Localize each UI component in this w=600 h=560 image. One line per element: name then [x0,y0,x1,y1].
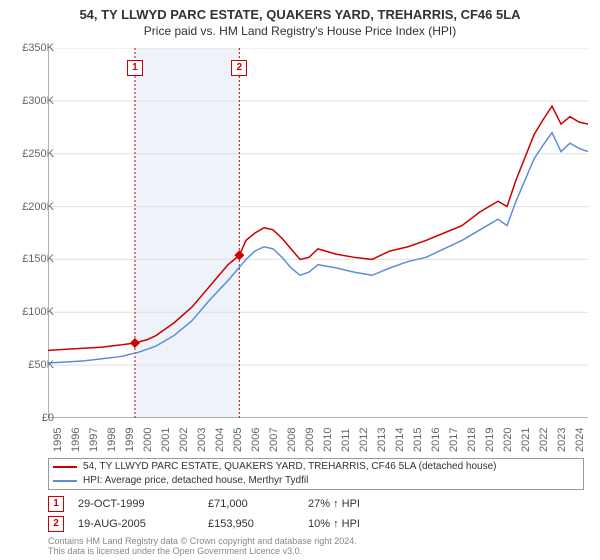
sale-price: £71,000 [208,498,308,510]
x-tick-label: 2011 [340,428,352,452]
x-tick-label: 1999 [124,428,136,452]
x-tick-label: 2020 [502,428,514,452]
attribution-footer: Contains HM Land Registry data © Crown c… [48,536,584,557]
x-tick-label: 2021 [520,428,532,452]
sale-hpi-delta: 27% ↑ HPI [308,498,584,510]
x-tick-label: 2009 [304,428,316,452]
sale-date: 29-OCT-1999 [78,498,208,510]
footer-line: This data is licensed under the Open Gov… [48,546,584,556]
x-tick-label: 2013 [376,428,388,452]
x-tick-label: 2015 [412,428,424,452]
x-tick-label: 2010 [322,428,334,452]
y-tick-label: £300K [22,95,54,107]
x-tick-label: 2022 [538,428,550,452]
x-tick-label: 2024 [574,428,586,452]
x-tick-label: 2016 [430,428,442,452]
x-tick-label: 2005 [232,428,244,452]
y-tick-label: £0 [42,412,54,424]
y-tick-label: £200K [22,201,54,213]
sale-marker-badge: 1 [48,496,64,512]
chart-title: 54, TY LLWYD PARC ESTATE, QUAKERS YARD, … [0,0,600,22]
legend-swatch [53,480,77,482]
y-tick-label: £100K [22,306,54,318]
x-tick-label: 2007 [268,428,280,452]
sale-marker-flag: 1 [127,60,143,76]
chart-subtitle: Price paid vs. HM Land Registry's House … [0,22,600,42]
sale-date: 19-AUG-2005 [78,518,208,530]
x-tick-label: 2023 [556,428,568,452]
y-tick-label: £250K [22,148,54,160]
legend-label: HPI: Average price, detached house, Mert… [83,474,308,488]
legend-label: 54, TY LLWYD PARC ESTATE, QUAKERS YARD, … [83,460,497,474]
x-tick-label: 1995 [52,428,64,452]
x-tick-label: 1997 [88,428,100,452]
x-tick-label: 2000 [142,428,154,452]
sale-price: £153,950 [208,518,308,530]
sale-hpi-delta: 10% ↑ HPI [308,518,584,530]
x-tick-label: 2018 [466,428,478,452]
x-tick-label: 1996 [70,428,82,452]
x-tick-label: 2001 [160,428,172,452]
x-tick-label: 1998 [106,428,118,452]
y-tick-label: £150K [22,253,54,265]
legend-item: HPI: Average price, detached house, Mert… [53,474,579,488]
x-tick-label: 2003 [196,428,208,452]
line-chart-svg [48,48,588,418]
x-tick-label: 2002 [178,428,190,452]
legend-swatch [53,466,77,468]
x-tick-label: 2012 [358,428,370,452]
legend-item: 54, TY LLWYD PARC ESTATE, QUAKERS YARD, … [53,460,579,474]
x-tick-label: 2017 [448,428,460,452]
price-chart-card: 54, TY LLWYD PARC ESTATE, QUAKERS YARD, … [0,0,600,560]
x-tick-label: 2019 [484,428,496,452]
y-tick-label: £50K [28,359,54,371]
sale-record: 2 19-AUG-2005 £153,950 10% ↑ HPI [48,516,584,532]
footer-line: Contains HM Land Registry data © Crown c… [48,536,584,546]
x-tick-label: 2004 [214,428,226,452]
x-tick-label: 2014 [394,428,406,452]
sale-record: 1 29-OCT-1999 £71,000 27% ↑ HPI [48,496,584,512]
sale-marker-badge: 2 [48,516,64,532]
x-tick-label: 2006 [250,428,262,452]
x-tick-label: 2008 [286,428,298,452]
chart-area [48,48,588,418]
legend: 54, TY LLWYD PARC ESTATE, QUAKERS YARD, … [48,458,584,490]
sale-marker-flag: 2 [231,60,247,76]
y-tick-label: £350K [22,42,54,54]
